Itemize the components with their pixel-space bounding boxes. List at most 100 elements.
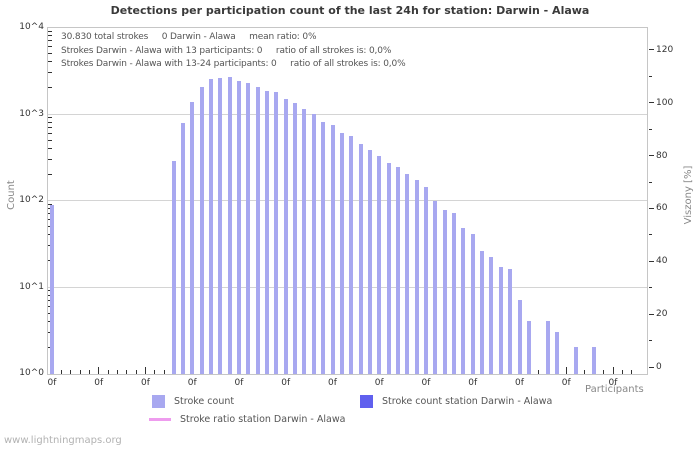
- x-axis-title: Participants: [585, 384, 644, 395]
- x-minor-tick: [537, 370, 539, 374]
- y2-axis-title: Viszony [%]: [683, 165, 694, 225]
- bar-participants-slot-36: [386, 162, 391, 374]
- bar-participants-slot-25: [283, 99, 288, 374]
- y-minor-tick: [48, 46, 52, 48]
- bar-participants-slot-33: [358, 143, 363, 374]
- bar-participants-slot-53: [545, 320, 550, 374]
- gridline-10e2: [48, 200, 647, 201]
- bar-participants-slot-0: [50, 205, 54, 374]
- bar-participants-slot-17: [208, 79, 213, 374]
- x-minor-tick: [107, 370, 109, 374]
- x-minor-tick: [79, 370, 81, 374]
- x-minor-tick: [135, 370, 137, 374]
- legend-item-station-stroke-count: Stroke count station Darwin - Alawa: [360, 395, 552, 408]
- bar-participants-slot-31: [339, 133, 344, 374]
- y-minor-tick: [48, 61, 52, 63]
- x-minor-tick: [116, 370, 118, 374]
- x-axis-tick-label: 0f: [468, 378, 478, 388]
- y2-minor-tick: [649, 181, 652, 183]
- x-minor-tick: [603, 370, 605, 374]
- y-minor-tick: [48, 40, 52, 42]
- y-minor-tick: [48, 158, 52, 160]
- y2-major-tick: [649, 207, 654, 209]
- y2-major-tick: [649, 313, 654, 315]
- gridline-10e1: [48, 286, 647, 288]
- bar-participants-slot-13: [171, 161, 176, 374]
- annotation-line: 30.830 total strokes 0 Darwin - Alawa me…: [61, 32, 317, 42]
- x-minor-tick: [631, 370, 633, 374]
- y2-axis-tick-label: 80: [656, 150, 668, 161]
- y2-minor-tick: [649, 234, 652, 236]
- station-stroke-count-swatch-icon: [360, 395, 373, 408]
- y-axis-tick-label: 10^3: [19, 108, 44, 119]
- bar-participants-slot-49: [508, 268, 513, 374]
- stroke-ratio-line-icon: [149, 418, 171, 421]
- y2-axis-tick-label: 0: [656, 362, 662, 372]
- watermark: www.lightningmaps.org: [4, 435, 122, 446]
- x-minor-tick: [163, 370, 165, 374]
- bar-participants-slot-51: [526, 320, 531, 374]
- bar-participants-slot-32: [349, 136, 354, 374]
- bar-participants-slot-34: [367, 150, 372, 374]
- bar-participants-slot-26: [293, 102, 298, 374]
- x-minor-tick: [154, 370, 156, 374]
- x-minor-tick: [584, 370, 586, 374]
- x-minor-tick: [126, 370, 128, 374]
- bar-participants-slot-35: [377, 156, 382, 374]
- bar-participants-slot-42: [442, 209, 447, 374]
- y2-axis-tick-label: 120: [656, 44, 674, 55]
- y-axis-tick-label: 10^1: [19, 281, 44, 292]
- y-minor-tick: [48, 173, 52, 175]
- bar-participants-slot-43: [452, 212, 457, 374]
- bar-participants-slot-54: [554, 331, 559, 374]
- x-major-tick: [565, 367, 567, 374]
- annotation: 30.830 total strokes 0 Darwin - Alawa me…: [61, 31, 406, 72]
- y-axis-tick-label: 10^0: [19, 368, 44, 378]
- bar-participants-slot-40: [424, 187, 428, 374]
- y2-axis-tick-label: 60: [656, 203, 668, 214]
- y2-axis-tick-label: 40: [656, 256, 668, 267]
- annotation-line: Strokes Darwin - Alawa with 13-24 partic…: [61, 59, 406, 69]
- legend-label: Stroke count: [174, 396, 235, 407]
- x-axis-tick-label: 0f: [47, 378, 57, 388]
- x-minor-tick: [621, 370, 623, 374]
- y2-major-tick: [649, 155, 654, 157]
- x-major-tick: [612, 367, 614, 374]
- y-minor-tick: [48, 30, 52, 32]
- bar-participants-slot-58: [592, 347, 597, 374]
- bar-participants-slot-37: [395, 167, 400, 374]
- y-axis-tick-label: 10^2: [19, 195, 44, 205]
- x-axis-tick-label: 0f: [515, 378, 524, 388]
- legend-item-stroke-ratio: Stroke ratio station Darwin - Alawa: [149, 414, 345, 425]
- bar-participants-slot-18: [218, 78, 223, 374]
- x-axis-tick-label: 0f: [234, 378, 244, 388]
- y-minor-tick: [48, 53, 52, 55]
- y2-minor-tick: [649, 128, 652, 130]
- bar-participants-slot-22: [255, 86, 260, 374]
- y2-axis-tick-label: 20: [656, 309, 668, 320]
- y2-major-tick: [649, 366, 654, 368]
- bar-participants-slot-20: [237, 80, 241, 374]
- bar-participants-slot-23: [265, 91, 270, 374]
- bar-participants-slot-27: [302, 108, 307, 374]
- y2-major-tick: [649, 260, 654, 262]
- y-minor-tick: [48, 132, 52, 134]
- plot-area: 30.830 total strokes 0 Darwin - Alawa me…: [47, 27, 648, 375]
- bar-participants-slot-47: [489, 256, 494, 374]
- y2-axis-tick-label: 100: [656, 97, 674, 108]
- bar-participants-slot-30: [330, 125, 335, 374]
- y-minor-tick: [48, 147, 52, 149]
- y-minor-tick: [48, 121, 52, 123]
- y2-major-tick: [649, 102, 654, 104]
- x-axis-tick-label: 0f: [328, 378, 337, 388]
- bar-participants-slot-14: [180, 123, 185, 374]
- legend-label: Stroke count station Darwin - Alawa: [382, 396, 553, 407]
- legend-label: Stroke ratio station Darwin - Alawa: [180, 414, 346, 425]
- page-title: Detections per participation count of th…: [110, 4, 590, 17]
- x-major-tick: [145, 367, 146, 374]
- bar-participants-slot-38: [405, 174, 410, 374]
- bar-participants-slot-28: [311, 114, 316, 374]
- y-minor-tick: [48, 139, 52, 141]
- bar-participants-slot-48: [498, 266, 503, 374]
- x-axis-tick-label: 0f: [561, 378, 571, 388]
